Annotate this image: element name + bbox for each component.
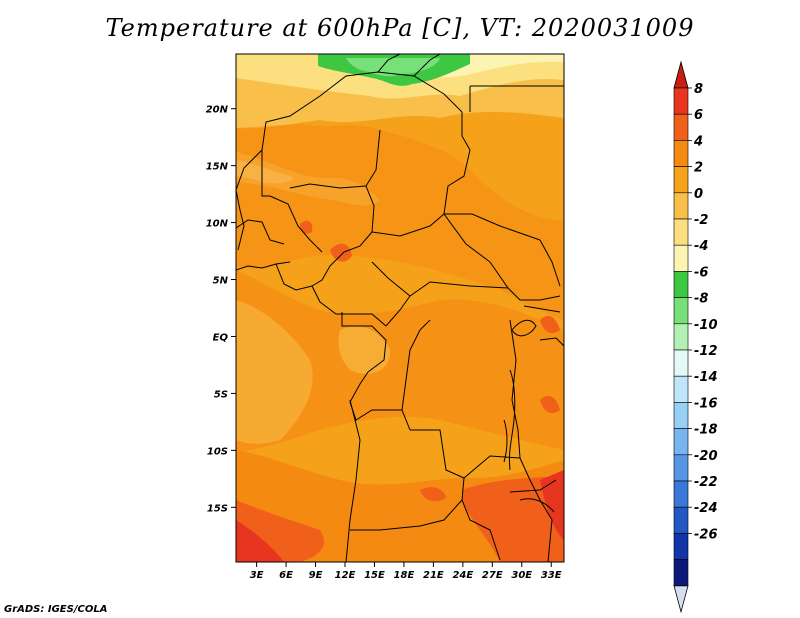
latitude-axis: 20N 15N 10N 5N EQ 5S 10S 15S bbox=[206, 105, 236, 514]
colorbar-swatch bbox=[673, 454, 689, 482]
colorbar-label: 4 bbox=[693, 134, 703, 149]
lon-tick-label: 15E bbox=[364, 570, 385, 581]
temperature-field bbox=[236, 54, 564, 562]
lat-tick-label: 10S bbox=[207, 446, 228, 457]
colorbar-swatch bbox=[673, 271, 689, 298]
lat-tick-label: 5N bbox=[213, 276, 229, 287]
colorbar-label: -2 bbox=[694, 213, 708, 228]
colorbar-label: -22 bbox=[694, 475, 718, 490]
colorbar-swatch bbox=[673, 375, 689, 403]
colorbar-label: -6 bbox=[694, 265, 708, 280]
lat-tick-label: 15N bbox=[206, 162, 229, 173]
colorbar-label: -12 bbox=[694, 344, 718, 359]
grads-credit: GrADS: IGES/COLA bbox=[4, 604, 108, 615]
colorbar-label: -20 bbox=[694, 449, 718, 464]
colorbar-swatch bbox=[673, 192, 689, 220]
colorbar-swatch bbox=[673, 506, 689, 534]
colorbar-label: -8 bbox=[694, 292, 708, 307]
lat-tick-label: 20N bbox=[206, 105, 229, 116]
lon-tick-label: 3E bbox=[250, 570, 264, 581]
lon-tick-label: 24E bbox=[452, 570, 473, 581]
colorbar-swatch bbox=[673, 244, 689, 272]
colorbar-label: -18 bbox=[694, 423, 718, 438]
lon-tick-label: 33E bbox=[541, 570, 562, 581]
colorbar-label: -14 bbox=[694, 370, 718, 385]
lat-tick-label: 15S bbox=[207, 503, 228, 514]
lat-tick-label: 5S bbox=[214, 389, 228, 400]
colorbar-swatch bbox=[673, 428, 689, 456]
colorbar-swatch bbox=[673, 349, 689, 377]
colorbar-label: -4 bbox=[694, 239, 708, 254]
colorbar-swatch bbox=[673, 402, 689, 429]
colorbar-bottom-cap bbox=[673, 585, 689, 614]
colorbar-label: -26 bbox=[694, 527, 718, 542]
lon-tick-label: 18E bbox=[394, 570, 415, 581]
colorbar-swatch bbox=[673, 559, 689, 587]
colorbar-swatch bbox=[673, 323, 689, 351]
colorbar-label: -10 bbox=[694, 318, 718, 333]
colorbar-top-cap bbox=[673, 60, 689, 89]
lat-tick-label: EQ bbox=[213, 332, 229, 343]
colorbar-label: -16 bbox=[694, 396, 718, 411]
lon-tick-label: 21E bbox=[423, 570, 444, 581]
colorbar-swatch bbox=[673, 218, 689, 246]
colorbar-label: -24 bbox=[694, 501, 718, 516]
lon-tick-label: 9E bbox=[309, 570, 323, 581]
longitude-axis: 3E 6E 9E 12E 15E 18E 21E 24E 27E 30E 33E bbox=[250, 562, 562, 581]
lon-tick-label: 6E bbox=[279, 570, 293, 581]
colorbar-swatch bbox=[673, 140, 689, 167]
colorbar-label: 6 bbox=[694, 108, 703, 123]
lat-tick-label: 10N bbox=[206, 219, 229, 230]
colorbar-label: 0 bbox=[694, 187, 703, 202]
colorbar-swatch bbox=[673, 113, 689, 141]
plot-frame bbox=[235, 53, 565, 563]
colorbar-swatch bbox=[673, 533, 689, 560]
colorbar-label: 2 bbox=[694, 161, 703, 176]
colorbar-swatch bbox=[673, 480, 689, 508]
country-borders bbox=[236, 54, 564, 562]
colorbar-swatch bbox=[673, 297, 689, 325]
lon-tick-label: 12E bbox=[335, 570, 356, 581]
colorbar-label: 8 bbox=[694, 82, 703, 97]
colorbar: 8 6 4 2 0 -2 -4 -6 -8 -10 -12 -14 -16 -18 -20 -22 -24 -26 bbox=[673, 60, 718, 614]
lon-tick-label: 27E bbox=[482, 570, 503, 581]
map-title: Temperature at 600hPa [C], VT: 202003100… bbox=[105, 14, 695, 42]
lon-tick-label: 30E bbox=[511, 570, 532, 581]
colorbar-swatch bbox=[673, 166, 689, 194]
colorbar-swatch bbox=[673, 87, 689, 115]
